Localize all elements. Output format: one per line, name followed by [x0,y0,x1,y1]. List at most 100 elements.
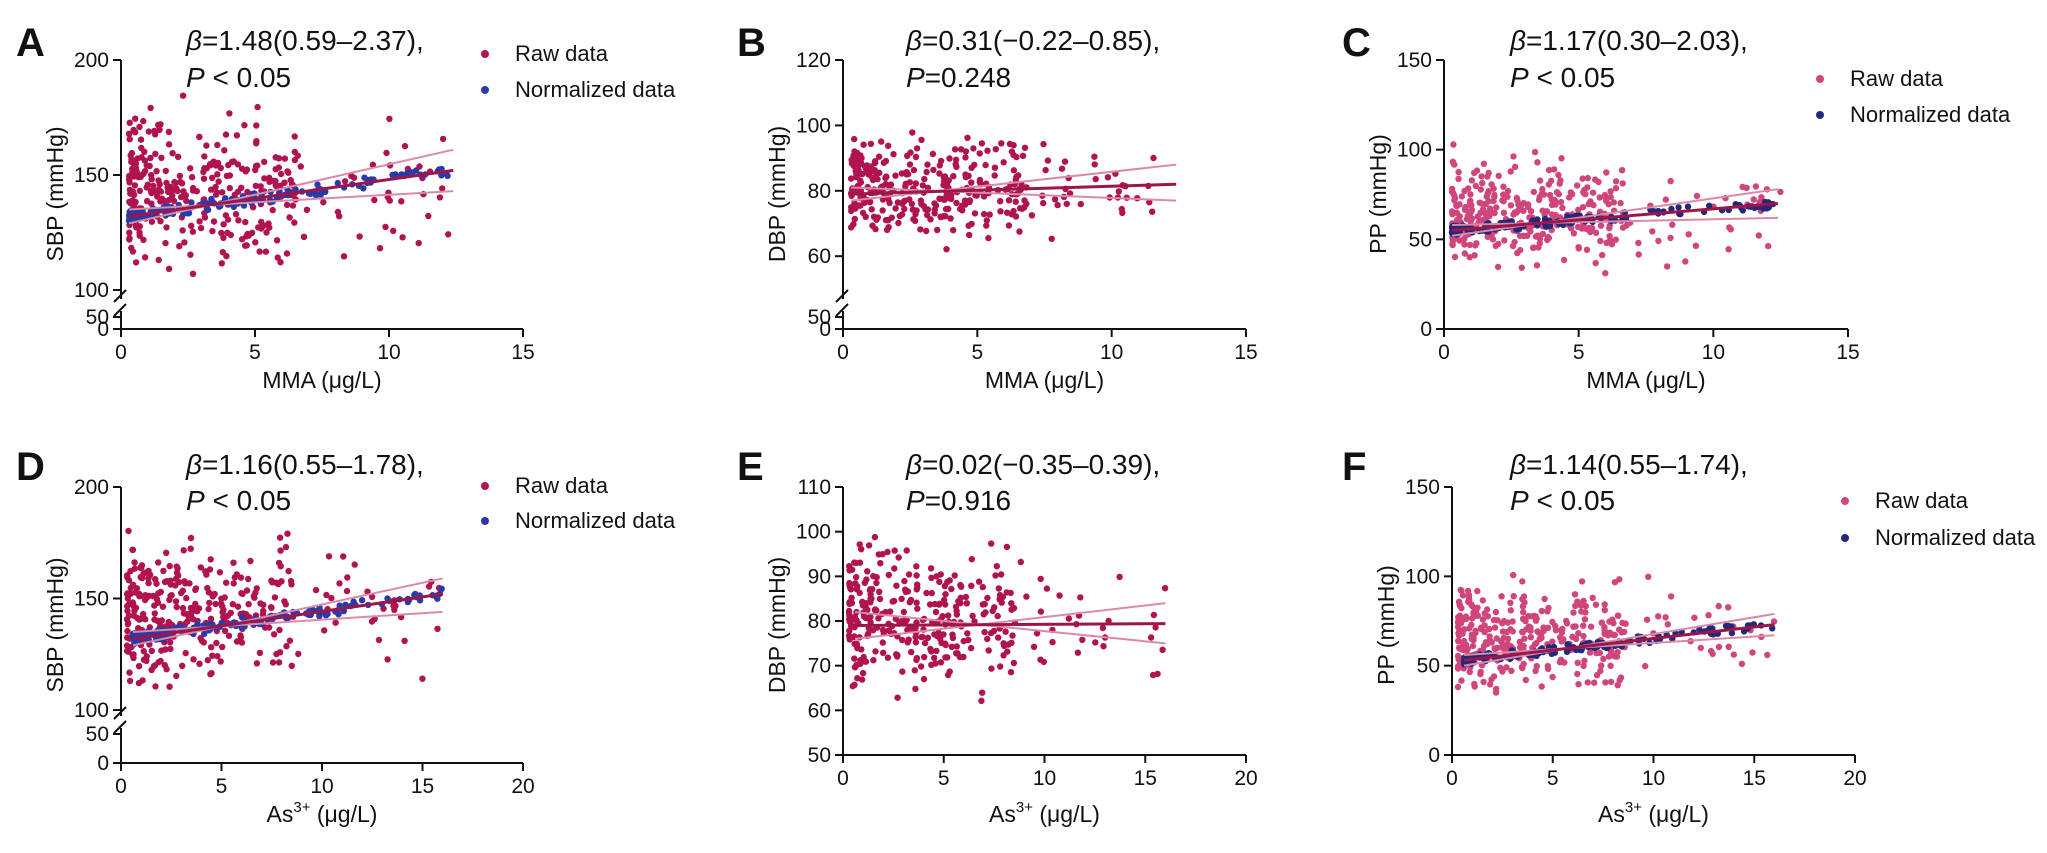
raw-data-point [852,205,859,212]
raw-data-point [179,227,186,234]
raw-data-point [1091,161,1098,168]
raw-data-point [895,554,902,561]
raw-data-point [1477,186,1485,193]
raw-data-point [235,217,242,224]
normalized-data-point [334,179,341,187]
raw-data-point [1538,683,1545,690]
raw-data-point [1040,658,1048,666]
x-axis-label: As3+ (μg/L) [989,799,1100,827]
raw-data-point [940,596,948,604]
x-axis-label-unit: (μg/L) [1033,801,1100,827]
raw-data-point [219,609,226,616]
raw-data-point [992,146,999,153]
raw-data-point [218,229,225,237]
raw-data-point [343,587,351,595]
raw-data-point [130,612,138,619]
raw-data-point [269,206,276,214]
raw-data-point [263,229,270,236]
raw-data-point [1503,664,1510,671]
raw-data-point [937,571,944,578]
raw-data-point [1538,607,1546,615]
raw-data-point [1530,244,1537,251]
raw-data-point [187,545,194,552]
raw-data-point [1118,205,1126,213]
raw-data-point [244,188,251,196]
raw-data-point [912,639,920,646]
raw-data-point [898,636,906,644]
raw-data-point [129,546,137,553]
raw-data-point [864,183,871,191]
raw-data-point [425,212,432,220]
p-symbol: P [906,62,925,93]
raw-data-point [1611,653,1618,660]
normalized-data-point [188,199,195,206]
raw-data-point [865,542,873,549]
raw-data-point [870,657,877,664]
raw-data-point [858,546,865,553]
raw-data-point [942,591,949,598]
raw-data-point [1530,188,1538,196]
raw-data-point [1472,242,1479,249]
raw-data-point [919,182,926,189]
raw-data-point [979,689,986,696]
raw-data-point [209,593,217,600]
x-tick-label: 5 [216,775,228,798]
raw-data-point [1030,643,1038,650]
ci-lower-line [132,610,443,633]
raw-data-point [155,559,162,566]
raw-data-point [162,239,169,247]
raw-data-point [1149,208,1156,215]
raw-data-point [1513,194,1521,202]
normalized-data-point [292,186,299,193]
raw-data-point [962,148,970,155]
raw-data-point [924,211,931,219]
raw-data-point [1607,662,1614,669]
raw-data-point [1501,237,1508,244]
raw-data-point [208,644,215,651]
raw-data-point [245,575,252,583]
beta-value: =0.02(−0.35–0.39), [922,449,1160,480]
raw-data-point [1451,195,1459,202]
raw-data-point [943,246,950,253]
raw-data-point [901,205,908,213]
raw-data-point [863,576,870,583]
raw-data-point [877,560,884,567]
raw-data-point [1498,593,1505,600]
raw-data-point [1536,235,1544,243]
raw-data-point [401,142,409,150]
normalized-data-point [201,630,208,637]
raw-data-point [162,646,169,653]
raw-data-point [1533,262,1541,269]
normalized-data-point [1728,629,1736,637]
raw-data-point [1509,628,1517,635]
raw-data-point [879,649,887,656]
legend-raw-label: Raw data [1875,488,1969,513]
raw-data-point [295,650,302,658]
raw-data-point [917,663,925,670]
raw-data-point [230,559,237,566]
normalized-data-point [358,597,366,604]
raw-data-point [1725,643,1732,650]
raw-data-point [1054,201,1061,209]
raw-data-point [261,175,268,182]
raw-data-point [152,150,159,158]
raw-data-point [924,206,932,213]
raw-data-point [1669,221,1676,228]
raw-data-point [1575,206,1582,214]
raw-data-point [1492,689,1500,696]
x-tick-label: 0 [837,767,849,790]
beta-text: β=1.16(0.55–1.78), [185,449,424,480]
raw-data-point [386,115,393,123]
normalized-data-point [1706,202,1713,209]
raw-data-point [220,234,227,241]
raw-data-point [851,655,858,662]
raw-data-point [213,189,220,196]
raw-data-point [1479,616,1487,623]
raw-data-point [253,585,260,592]
raw-data-point [893,582,900,589]
ci-upper-line [1463,612,1775,667]
raw-data-point [995,634,1002,641]
raw-data-point [879,626,887,634]
raw-data-point [1051,196,1059,203]
raw-data-point [273,237,281,244]
